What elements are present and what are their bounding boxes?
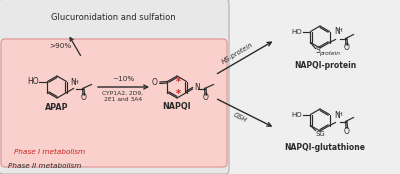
Text: O: O xyxy=(344,126,350,136)
Text: *: * xyxy=(176,77,180,87)
Text: >90%: >90% xyxy=(49,43,71,49)
Text: ~10%: ~10% xyxy=(112,76,134,82)
Text: N: N xyxy=(334,27,340,37)
Text: O: O xyxy=(202,93,208,102)
Text: SG: SG xyxy=(316,130,325,136)
Text: NAPQI: NAPQI xyxy=(163,102,191,112)
Text: S: S xyxy=(316,46,320,55)
Text: HO: HO xyxy=(291,112,302,118)
Text: APAP: APAP xyxy=(45,102,69,112)
Text: Phase II metabolism: Phase II metabolism xyxy=(8,163,81,169)
Text: O: O xyxy=(152,78,158,87)
FancyBboxPatch shape xyxy=(0,0,229,174)
Text: H: H xyxy=(338,29,342,34)
Text: NAPQI-protein: NAPQI-protein xyxy=(294,61,356,69)
Text: N: N xyxy=(194,83,200,92)
Text: O: O xyxy=(80,93,86,102)
Text: protein: protein xyxy=(320,51,340,56)
Text: *: * xyxy=(176,89,180,99)
Text: NAPQI-glutathione: NAPQI-glutathione xyxy=(284,144,366,152)
Text: N: N xyxy=(71,78,76,87)
Text: HO: HO xyxy=(27,77,38,86)
Text: HO: HO xyxy=(291,29,302,35)
Text: HS-protein: HS-protein xyxy=(220,41,254,65)
Text: O: O xyxy=(344,44,350,53)
FancyBboxPatch shape xyxy=(1,39,227,167)
Text: H: H xyxy=(74,80,78,85)
Text: CYP1A2, 2D9,
2E1 and 3A4: CYP1A2, 2D9, 2E1 and 3A4 xyxy=(102,91,144,102)
Text: GSH: GSH xyxy=(232,112,248,124)
Text: Glucuronidation and sulfation: Glucuronidation and sulfation xyxy=(51,13,175,22)
Text: H: H xyxy=(338,112,342,117)
Text: N: N xyxy=(334,110,340,120)
Text: Phase I metabolism: Phase I metabolism xyxy=(14,149,85,155)
